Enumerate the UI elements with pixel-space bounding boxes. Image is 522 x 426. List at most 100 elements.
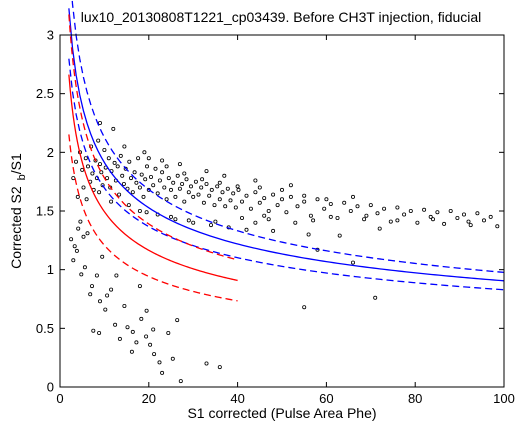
data-point [117, 336, 122, 341]
y-tick-label: 1.5 [36, 204, 54, 219]
data-point [120, 173, 125, 178]
data-point [106, 156, 111, 161]
data-point [144, 308, 149, 313]
data-point [85, 231, 90, 236]
data-point [368, 203, 373, 208]
data-point [209, 187, 214, 192]
data-point [71, 176, 76, 181]
data-point [168, 187, 173, 192]
data-point [222, 173, 227, 178]
data-point [82, 265, 87, 270]
data-point [109, 287, 114, 292]
data-point [196, 192, 201, 197]
data-point [103, 307, 108, 312]
data-point [248, 206, 253, 211]
data-point [155, 191, 160, 196]
data-point [355, 204, 360, 209]
y-axis-label-tail: /S1 [8, 153, 24, 174]
data-point [428, 214, 433, 219]
data-point [279, 197, 284, 202]
data-point [302, 193, 307, 198]
y-axis-label-subscript: b [16, 174, 28, 180]
data-point [191, 194, 196, 199]
data-point [112, 160, 117, 165]
data-point [279, 187, 284, 192]
axis-ticks [59, 34, 505, 388]
data-point [191, 220, 196, 225]
data-point [146, 156, 151, 161]
data-point [362, 217, 367, 222]
data-point [164, 197, 169, 202]
data-point [81, 185, 86, 190]
data-point [293, 220, 298, 225]
fit-curve-red-dashed-5 [68, 134, 238, 302]
data-point [146, 187, 151, 192]
data-point [324, 197, 329, 202]
data-point [217, 180, 222, 185]
data-point [388, 219, 393, 224]
data-point [461, 212, 466, 217]
data-point [177, 162, 182, 167]
y-axis-label: Corrected S2 b/S1 [8, 153, 28, 269]
data-point [215, 184, 220, 189]
data-point [335, 215, 340, 220]
data-point [74, 248, 79, 253]
data-point [142, 150, 147, 155]
data-point [239, 215, 244, 220]
data-point [123, 166, 128, 171]
data-point [125, 325, 130, 330]
fit-curves [68, 0, 505, 302]
data-point [442, 221, 447, 226]
data-point [105, 293, 110, 298]
data-point [166, 330, 171, 335]
fit-curve-red-solid-3 [68, 74, 238, 282]
data-point [430, 217, 435, 222]
data-point [322, 206, 327, 211]
data-point [488, 214, 493, 219]
data-point [166, 176, 171, 181]
data-point [253, 220, 258, 225]
data-point [239, 199, 244, 204]
data-point [94, 273, 99, 278]
data-point [212, 203, 217, 208]
data-point [180, 181, 185, 186]
data-point [139, 172, 144, 177]
data-point [455, 215, 460, 220]
data-point [213, 219, 218, 224]
data-point [141, 194, 146, 199]
data-point [144, 334, 149, 339]
data-point [122, 144, 127, 149]
data-point [90, 171, 95, 176]
y-tick-labels: 0 0.5 1 1.5 2 2.5 3 [36, 28, 54, 395]
data-point [102, 147, 107, 152]
data-point [83, 156, 88, 161]
data-point [186, 190, 191, 195]
data-point [208, 223, 213, 228]
data-point [72, 244, 77, 249]
data-point [91, 328, 96, 333]
data-point [69, 237, 74, 242]
data-point [217, 365, 222, 370]
data-point [127, 159, 132, 164]
data-point [284, 210, 289, 215]
y-tick-label: 3 [47, 28, 54, 43]
data-point [75, 194, 80, 199]
data-point [204, 181, 209, 186]
data-point [348, 208, 353, 213]
data-point [122, 303, 127, 308]
data-point [266, 208, 271, 213]
data-point [244, 227, 249, 232]
x-tick-label: 60 [319, 391, 333, 406]
data-point [328, 214, 333, 219]
data-point [96, 138, 101, 143]
data-point [117, 192, 122, 197]
data-point [98, 299, 103, 304]
y-tick-label: 2.5 [36, 86, 54, 101]
data-point [128, 176, 133, 181]
data-point [97, 190, 102, 195]
data-point [129, 349, 134, 354]
data-point [495, 224, 500, 229]
data-point [236, 187, 241, 192]
data-point [466, 219, 471, 224]
data-point [132, 170, 137, 175]
